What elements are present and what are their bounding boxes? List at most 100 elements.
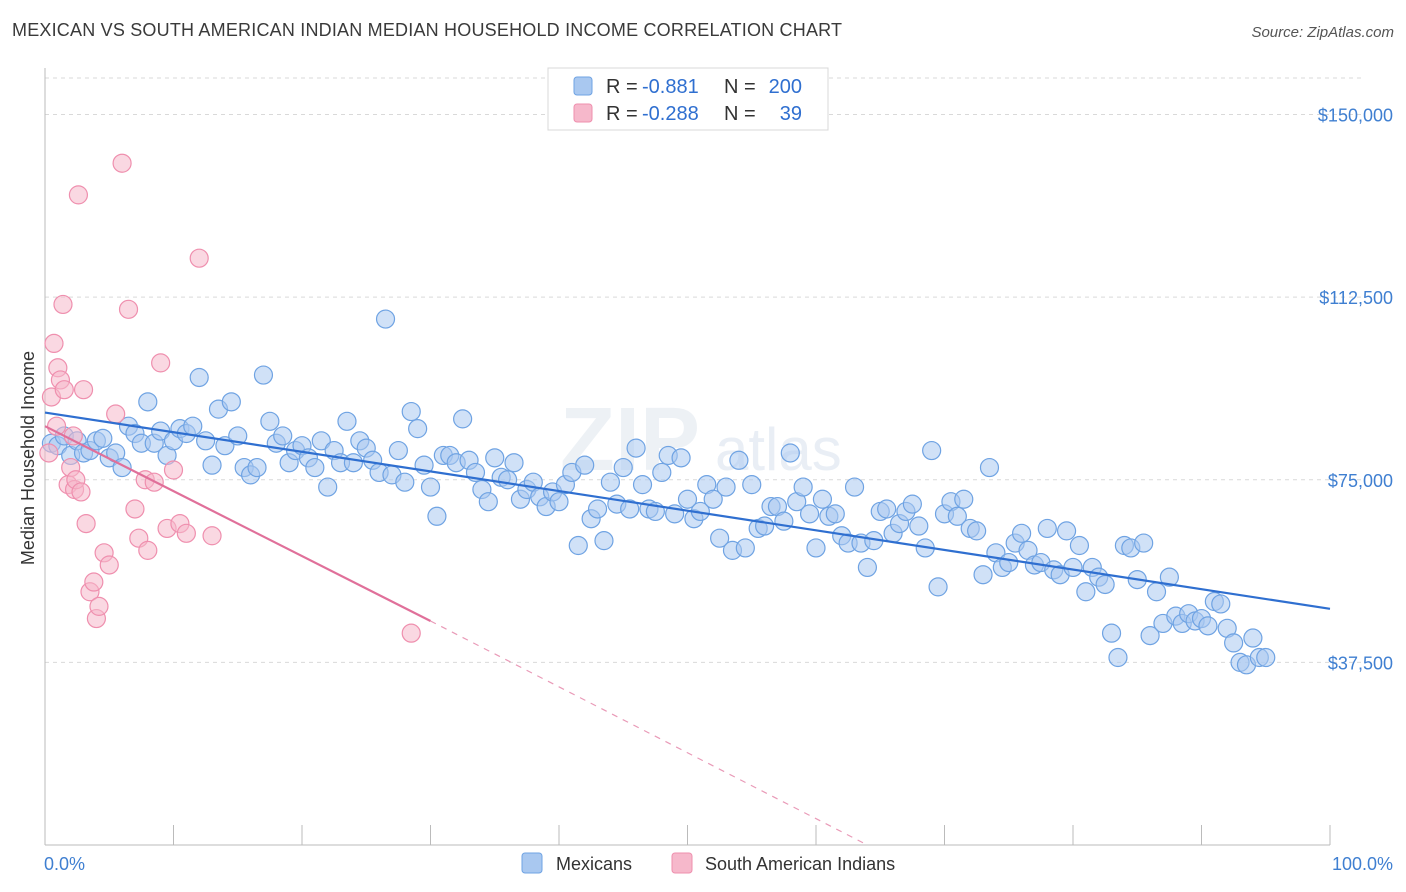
legend-n-label-2: N = <box>724 103 756 125</box>
legend-r-label-2: R = <box>606 103 638 125</box>
x-tick-label-min: 0.0% <box>44 854 85 874</box>
watermark-atlas: atlas <box>715 416 842 483</box>
mexicans-point <box>1095 574 1115 595</box>
mexicans-point <box>671 448 691 468</box>
legend-r-value-1: -0.881 <box>642 76 699 98</box>
x-tick-label-max: 100.0% <box>1332 854 1393 874</box>
y-tick-label: $112,500 <box>1319 288 1393 308</box>
mexicans-point <box>196 431 216 451</box>
south-american-indians-point <box>202 526 222 546</box>
mexicans-point <box>973 565 993 585</box>
mexicans-point <box>825 504 845 524</box>
mexicans-point <box>221 392 241 412</box>
mexicans-point <box>138 392 158 412</box>
mexicans-point <box>498 470 518 490</box>
south-american-indians-point <box>401 623 421 643</box>
mexicans-point <box>710 528 730 548</box>
mexicans-point <box>742 475 762 495</box>
mexicans-point <box>716 477 736 497</box>
mexicans-point <box>620 499 640 519</box>
mexicans-point <box>947 506 967 526</box>
south-american-indians-point <box>73 380 94 400</box>
mexicans-point <box>587 499 608 519</box>
south-american-indians-point <box>89 596 109 616</box>
mexicans-point <box>857 557 878 578</box>
south-american-indians-trend-extension <box>430 620 868 846</box>
legend-r-value-2: -0.288 <box>642 103 699 125</box>
mexicans-point <box>979 457 1000 478</box>
bottom-legend-label-mexicans: Mexicans <box>556 854 632 874</box>
south-american-indians-point <box>125 499 145 519</box>
mexicans-point <box>780 443 800 463</box>
mexicans-point <box>247 457 267 478</box>
legend-box <box>547 67 829 131</box>
mexicans-point <box>928 577 948 597</box>
mexicans-point <box>420 477 441 497</box>
south-american-indians-point <box>53 294 73 315</box>
mexicans-point <box>408 419 428 439</box>
tick-labels: $37,500 $75,000 $112,500 $150,000 0.0% 100.0% <box>44 106 1393 874</box>
mexicans-point <box>677 489 698 509</box>
mexicans-point <box>999 552 1019 573</box>
y-tick-label: $37,500 <box>1328 653 1393 673</box>
mexicans-point <box>954 489 974 509</box>
chart-title: MEXICAN VS SOUTH AMERICAN INDIAN MEDIAN … <box>12 20 843 40</box>
bottom-legend-label-south-american-indians: South American Indians <box>705 854 895 874</box>
mexicans-point <box>453 409 473 429</box>
y-axis-label: Median Household Income <box>18 351 38 565</box>
mexicans-point <box>902 494 922 514</box>
mexicans-point <box>806 538 826 558</box>
mexicans-point <box>1159 567 1179 587</box>
source-credit: Source: ZipAtlas.com <box>1251 24 1394 41</box>
mexicans-point <box>922 440 942 461</box>
mexicans-point <box>568 535 588 556</box>
y-tick-label: $150,000 <box>1318 106 1393 126</box>
bottom-legend-swatch-mexicans <box>521 852 543 874</box>
south-american-indians-point <box>176 523 196 543</box>
mexicans-point <box>729 450 749 470</box>
mexicans-point <box>260 411 280 431</box>
legend-n-value-1: 200 <box>769 76 802 98</box>
mexicans-point <box>343 453 363 473</box>
mexicans-point <box>1011 523 1032 543</box>
mexicans-point <box>183 416 203 436</box>
mexicans-point <box>318 477 338 497</box>
mexicans-point <box>632 475 653 495</box>
bottom-legend-swatch-south-american-indians <box>671 852 693 874</box>
mexicans-point <box>754 516 775 536</box>
trend-lines <box>44 411 1331 846</box>
south-american-indians-point <box>112 153 132 173</box>
south-american-indians-point <box>189 248 209 268</box>
mexicans-point <box>600 472 621 492</box>
mexicans-point <box>549 492 569 512</box>
mexicans-point <box>1076 582 1096 602</box>
mexicans-point <box>1198 616 1218 636</box>
mexicans-point <box>1243 628 1263 648</box>
mexicans-point <box>793 477 813 497</box>
mexicans-point <box>652 462 672 483</box>
south-american-indians-point <box>71 482 91 502</box>
mexicans-point <box>575 455 595 475</box>
mexicans-point <box>337 411 357 431</box>
y-tick-label: $75,000 <box>1328 471 1393 491</box>
mexicans-point <box>844 477 865 497</box>
mexicans-point <box>799 504 820 524</box>
mexicans-point <box>626 438 646 458</box>
mexicans-point <box>909 516 929 536</box>
mexicans-point <box>504 453 524 473</box>
mexicans-point <box>388 440 408 461</box>
mexicans-points <box>41 309 1276 675</box>
south-american-indians-point <box>39 443 59 463</box>
mexicans-point <box>1146 582 1167 602</box>
south-american-indians-trend-line <box>44 425 431 622</box>
mexicans-point <box>1037 518 1057 539</box>
mexicans-point <box>202 455 222 475</box>
mexicans-point <box>1256 647 1276 668</box>
gridlines <box>45 77 1365 663</box>
south-american-indians-point <box>138 540 158 560</box>
south-american-indians-points <box>39 153 421 643</box>
mexicans-point <box>877 499 897 519</box>
mexicans-point <box>594 531 614 551</box>
mexicans-point <box>1134 533 1154 553</box>
